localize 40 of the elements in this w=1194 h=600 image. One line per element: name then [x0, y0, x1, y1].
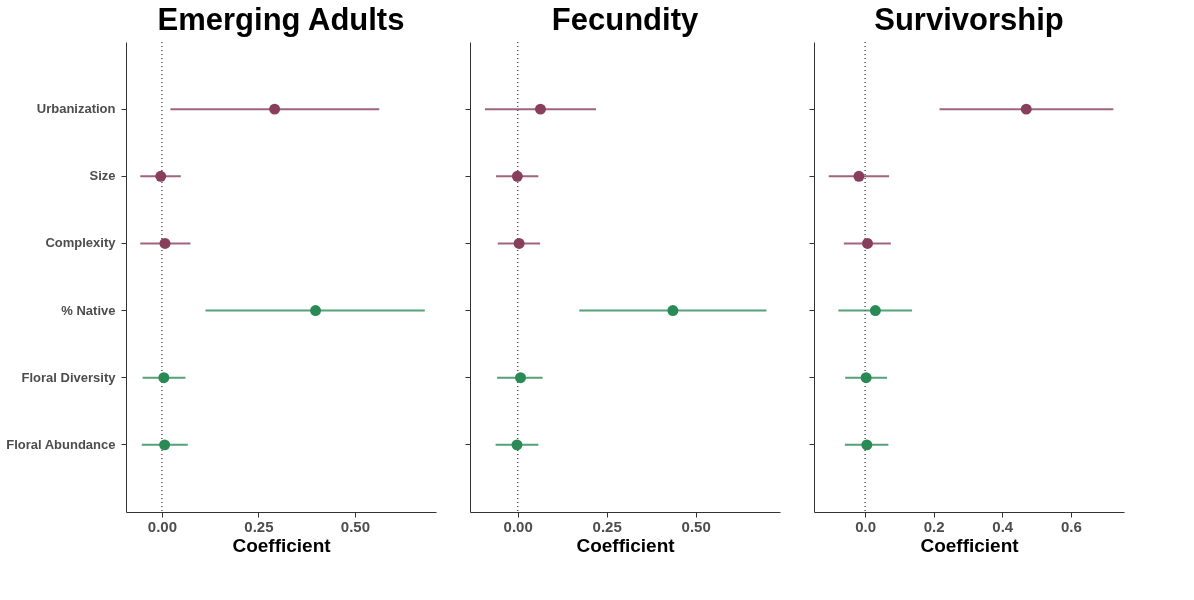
y-tick-label: % Native — [61, 302, 116, 318]
x-axis-title: Coefficient — [920, 534, 1020, 556]
x-tick-label: 0.0 — [855, 517, 877, 535]
x-axis-title: Coefficient — [232, 534, 332, 556]
x-tick-label: 0.25 — [592, 517, 622, 535]
chart-title: Survivorship — [874, 2, 1064, 38]
point — [269, 103, 281, 115]
chart-title: Emerging Adults — [157, 2, 405, 38]
point — [155, 170, 167, 182]
point — [511, 170, 523, 182]
point — [515, 372, 527, 384]
point — [513, 237, 525, 249]
x-tick-label: 0.2 — [923, 517, 945, 535]
point — [159, 439, 171, 451]
chart-title: Fecundity — [551, 2, 699, 38]
point — [861, 439, 873, 451]
x-tick-label: 0.25 — [244, 517, 274, 535]
point — [511, 439, 523, 451]
point — [158, 372, 170, 384]
x-tick-label: 0.50 — [681, 517, 711, 535]
point — [1020, 103, 1032, 115]
point — [860, 372, 872, 384]
point — [534, 103, 546, 115]
point — [667, 305, 679, 317]
y-tick-label: Size — [89, 168, 116, 184]
y-tick-label: Urbanization — [36, 101, 116, 117]
y-tick-label: Floral Diversity — [21, 369, 117, 385]
x-tick-label: 0.00 — [503, 517, 533, 535]
x-tick-label: 0.6 — [1060, 517, 1082, 535]
point — [159, 237, 171, 249]
point — [862, 237, 873, 249]
x-tick-label: 0.50 — [340, 517, 371, 535]
point — [853, 170, 865, 182]
x-tick-label: 0.00 — [147, 517, 177, 535]
y-tick-label: Complexity — [45, 235, 117, 251]
x-tick-label: 0.4 — [992, 517, 1014, 535]
y-tick-label: Floral Abundance — [6, 436, 116, 452]
x-axis-title: Coefficient — [576, 534, 676, 556]
point — [310, 305, 322, 317]
point — [869, 305, 881, 317]
